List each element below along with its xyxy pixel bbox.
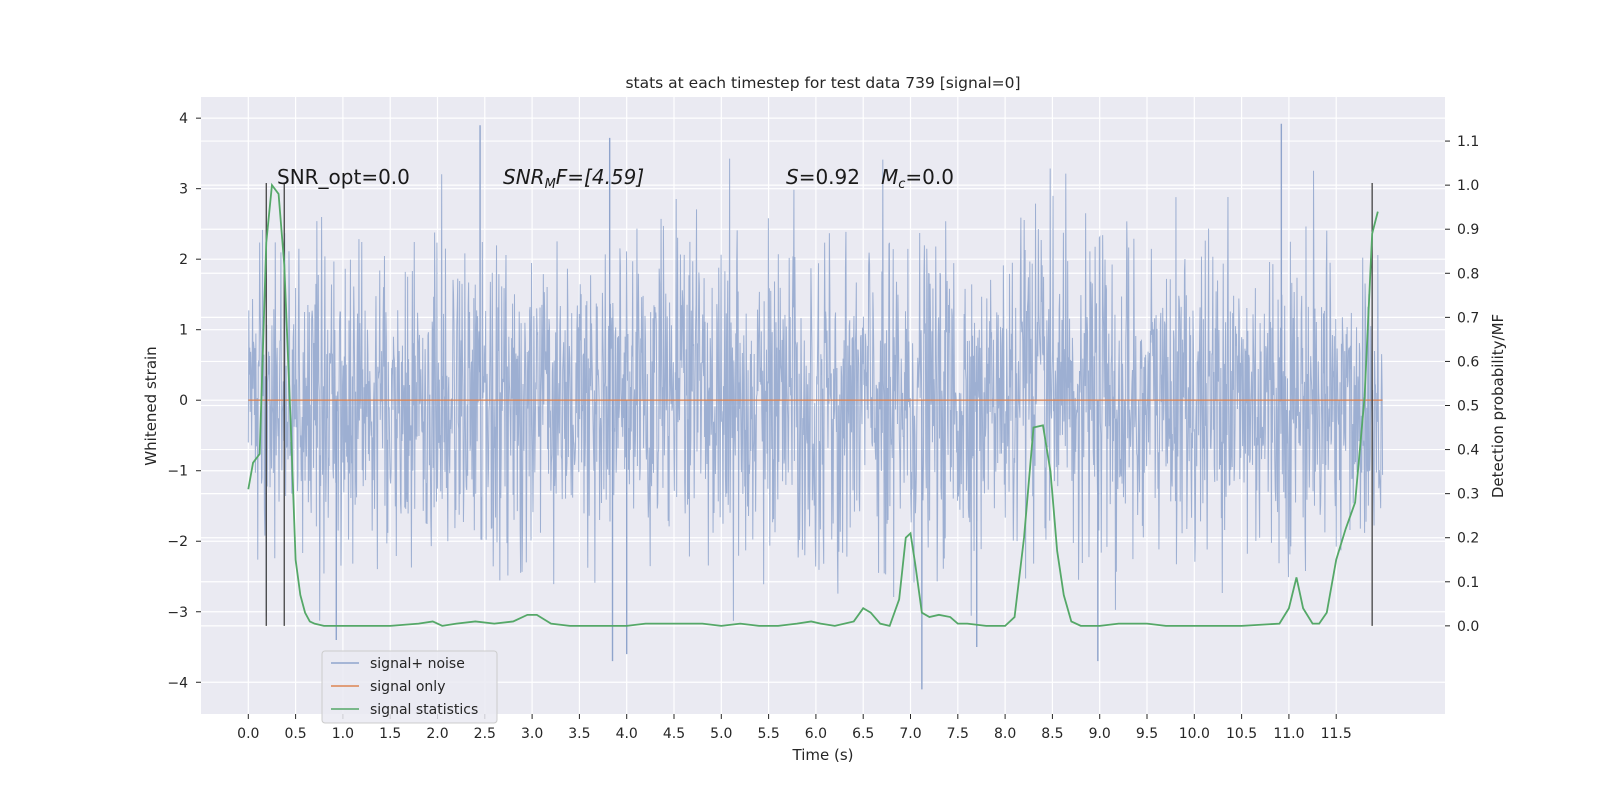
annotation-snr-mf-symbol: SNR [503, 165, 545, 189]
annotation-mc-symbol: M [881, 165, 898, 189]
x-tick-label: 11.0 [1273, 726, 1304, 742]
y-right-tick-label: 1.0 [1457, 178, 1479, 194]
x-tick-label: 2.0 [426, 726, 448, 742]
y-right-tick-label: 0.6 [1457, 354, 1479, 370]
x-tick-label: 5.5 [757, 726, 779, 742]
legend-label-signal-only: signal only [370, 679, 445, 695]
x-tick-label: 5.0 [710, 726, 732, 742]
y-tick-label: −4 [167, 675, 188, 691]
x-tick-label: 6.5 [852, 726, 874, 742]
chart-title: stats at each timestep for test data 739… [625, 74, 1020, 92]
annotation-mc-value: =0.0 [905, 165, 954, 189]
annotation-snr-opt: SNR_opt=0.0 [277, 165, 410, 189]
annotation-mc: Mc=0.0 [881, 165, 954, 192]
x-tick-label: 3.0 [521, 726, 543, 742]
y-right-tick-label: 0.9 [1457, 222, 1479, 238]
legend-label-signal-noise: signal+ noise [370, 656, 465, 672]
x-tick-label: 3.5 [568, 726, 590, 742]
y-tick-label: 0 [179, 393, 188, 409]
x-axis-title: Time (s) [792, 746, 854, 764]
signal-noise-line [247, 158, 1384, 621]
y-right-tick-label: 0.8 [1457, 266, 1479, 282]
x-tick-label: 11.5 [1321, 726, 1352, 742]
y-tick-label: −1 [167, 464, 188, 480]
y-tick-label: 1 [179, 323, 188, 339]
signal-statistics-line [247, 182, 1379, 627]
y-axis-title: Whitened strain [142, 346, 160, 465]
x-tick-label: 7.0 [899, 726, 921, 742]
x-tick-label: 0.5 [284, 726, 306, 742]
legend-box [321, 650, 498, 724]
y-tick-label: 4 [179, 111, 188, 127]
x-tick-label: 8.0 [994, 726, 1016, 742]
y-right-tick-label: 0.7 [1457, 310, 1479, 326]
x-tick-label: 10.5 [1226, 726, 1257, 742]
y-tick-label: 2 [179, 252, 188, 268]
y-right-tick-label: 0.1 [1457, 575, 1479, 591]
x-tick-label: 4.5 [663, 726, 685, 742]
x-tick-label: 7.5 [947, 726, 969, 742]
y-right-tick-label: 1.1 [1457, 134, 1479, 150]
y-tick-label: −2 [167, 534, 188, 550]
x-tick-label: 1.5 [379, 726, 401, 742]
x-tick-label: 10.0 [1179, 726, 1210, 742]
y-tick-label: 3 [179, 182, 188, 198]
legend-label-signal-statistics: signal statistics [370, 702, 478, 718]
plot-area [247, 123, 1384, 690]
x-tick-label: 9.0 [1089, 726, 1111, 742]
annotation-s-value: =0.92 [799, 165, 860, 189]
annotation-snr-mf-subscript: M [545, 177, 556, 192]
annotation-mc-subscript: c [898, 177, 905, 192]
y-right-tick-label: 0.2 [1457, 531, 1479, 547]
y-axis-right: 1.1 1.0 0.9 0.8 0.7 0.6 0.5 0.4 0.3 0.2 0.1 0.0 [1445, 134, 1479, 635]
y-axis-right-title: Detection probability/MF [1489, 314, 1507, 498]
y-right-tick-label: 0.0 [1457, 619, 1479, 635]
x-tick-label: 6.0 [805, 726, 827, 742]
x-tick-label: 4.0 [616, 726, 638, 742]
y-right-tick-label: 0.5 [1457, 399, 1479, 415]
x-tick-label: 1.0 [332, 726, 354, 742]
annotation-s-symbol: S [786, 165, 799, 189]
annotation-snr-mf-value: F=[4.59] [556, 165, 644, 189]
annotation-s: S=0.92 [786, 165, 860, 189]
x-axis: 0.0 0.5 1.0 1.5 2.0 2.5 3.0 3.5 4.0 4.5 5.0 5.5 6.0 6… [237, 714, 1352, 742]
x-tick-label: 9.5 [1136, 726, 1158, 742]
legend: signal+ noise signal only signal statist… [321, 650, 498, 724]
y-axis-left: 4 3 2 1 0 −1 −2 −3 −4 [167, 111, 201, 691]
x-tick-label: 8.5 [1041, 726, 1063, 742]
x-tick-label: 2.5 [474, 726, 496, 742]
y-right-tick-label: 0.3 [1457, 487, 1479, 503]
y-right-tick-label: 0.4 [1457, 443, 1479, 459]
x-tick-label: 0.0 [237, 726, 259, 742]
y-tick-label: −3 [167, 605, 188, 621]
annotation-snr-mf: SNRMF=[4.59] [503, 165, 644, 192]
